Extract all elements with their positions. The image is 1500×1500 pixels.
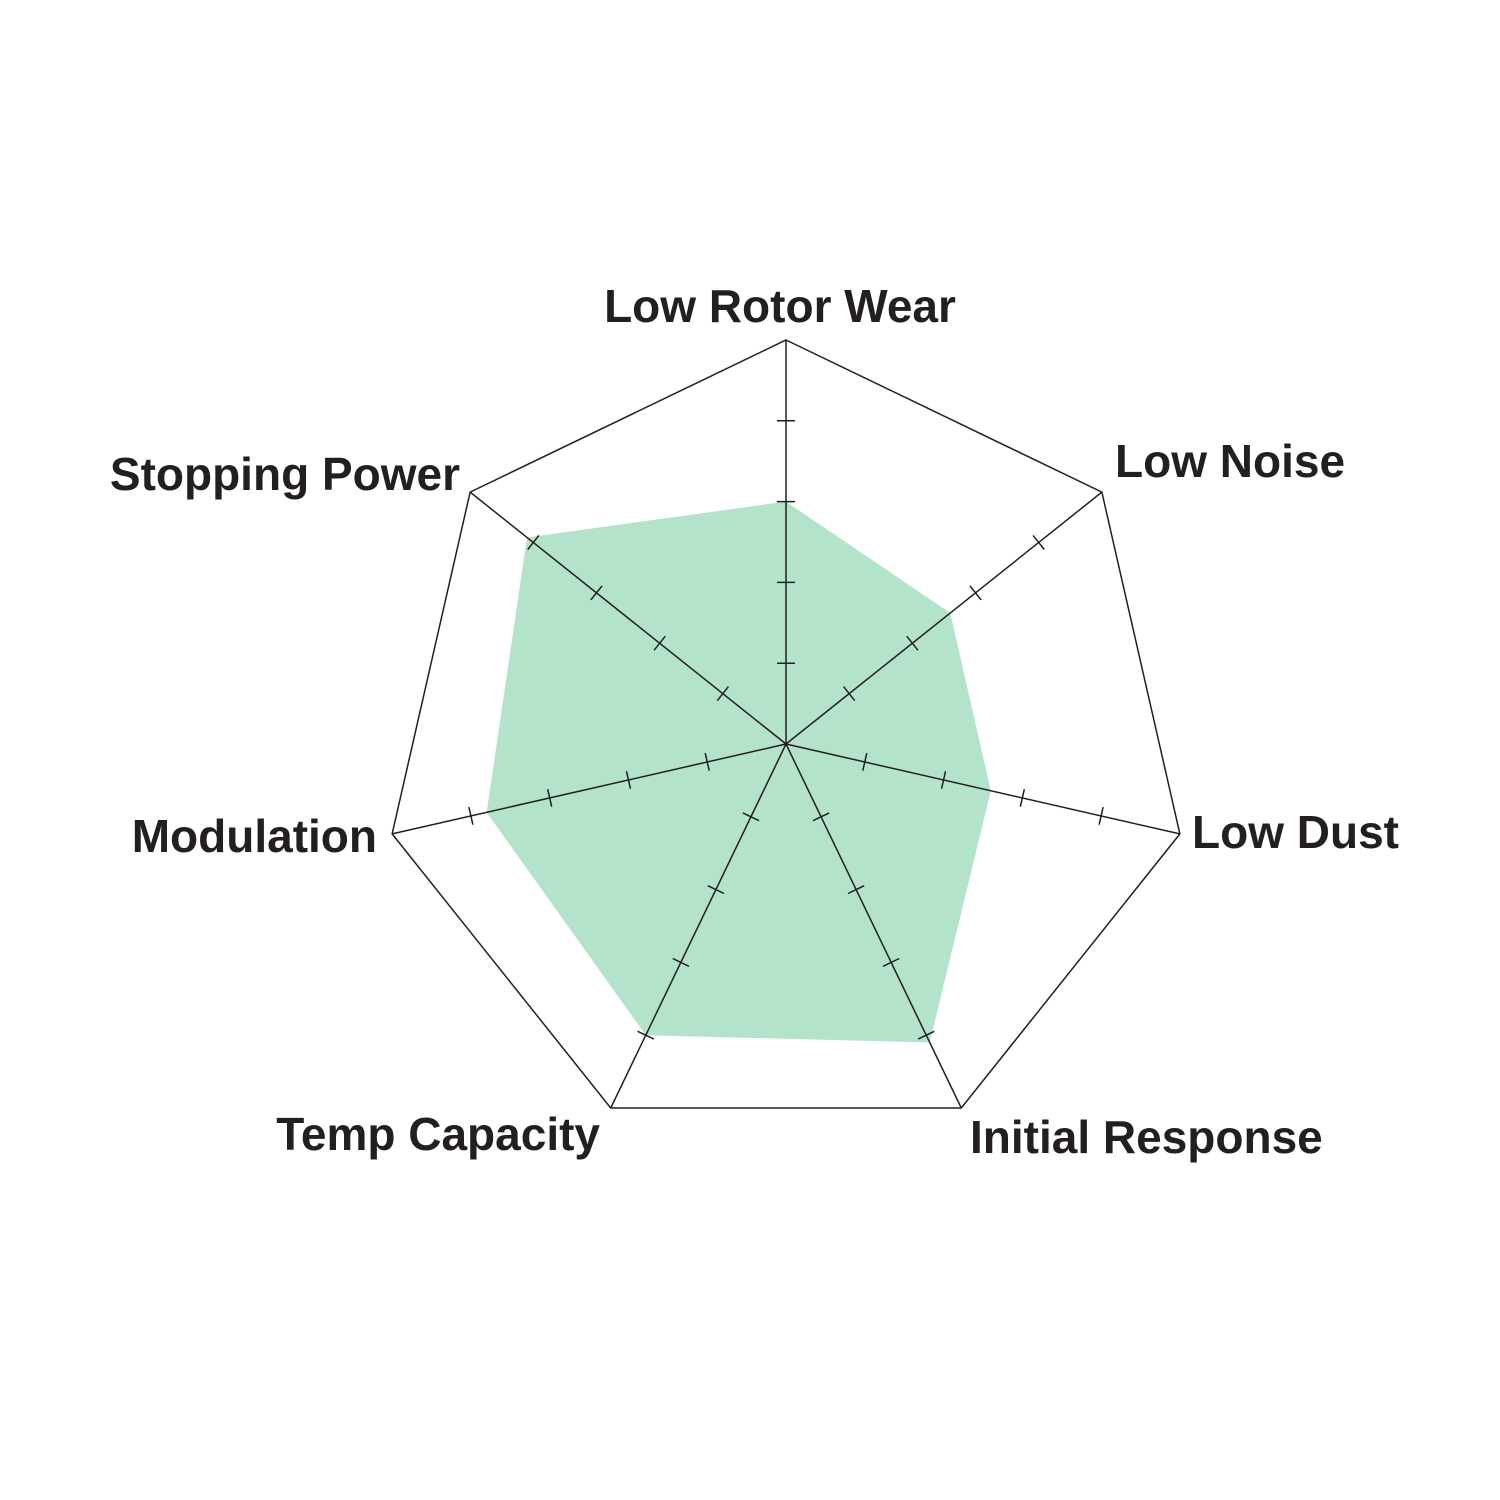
axis-tick [917,1030,935,1040]
axis-label: Modulation [132,810,377,862]
axis-tick [847,885,865,895]
axis-tick [672,957,690,967]
axis-tick [527,534,540,550]
axis-tick [940,771,947,789]
axis-label: Temp Capacity [276,1108,600,1160]
axis-line [785,491,1103,745]
axis-label: Low Rotor Wear [604,280,956,332]
axis-line [469,491,787,745]
axis-label: Initial Response [970,1111,1323,1163]
axis-tick [882,957,900,967]
axis-tick [1019,788,1026,807]
axis-tick [842,686,856,702]
axis-line [610,743,787,1109]
axis-tick [1098,806,1104,825]
axis-tick [1032,534,1045,550]
axis-line [785,743,962,1109]
axis-tick [704,753,710,771]
axis-tick [906,635,919,651]
axis-tick [716,686,730,702]
axis-tick [969,585,982,601]
axis-tick [653,635,666,651]
data-area [486,501,991,1043]
axis-tick [742,812,760,822]
axis-tick [468,806,474,825]
axis-tick [590,585,603,601]
outer-frame [391,339,1181,1109]
axis-label: Stopping Power [110,448,460,500]
axis-tick [862,753,868,771]
axis-tick [707,885,725,895]
axis-label: Low Dust [1192,806,1399,858]
axis-tick [546,788,553,807]
axis-line [391,743,787,835]
axis-label: Low Noise [1115,435,1345,487]
axis-tick [812,812,830,822]
axis-tick [625,771,632,789]
axis-line [785,743,1181,835]
